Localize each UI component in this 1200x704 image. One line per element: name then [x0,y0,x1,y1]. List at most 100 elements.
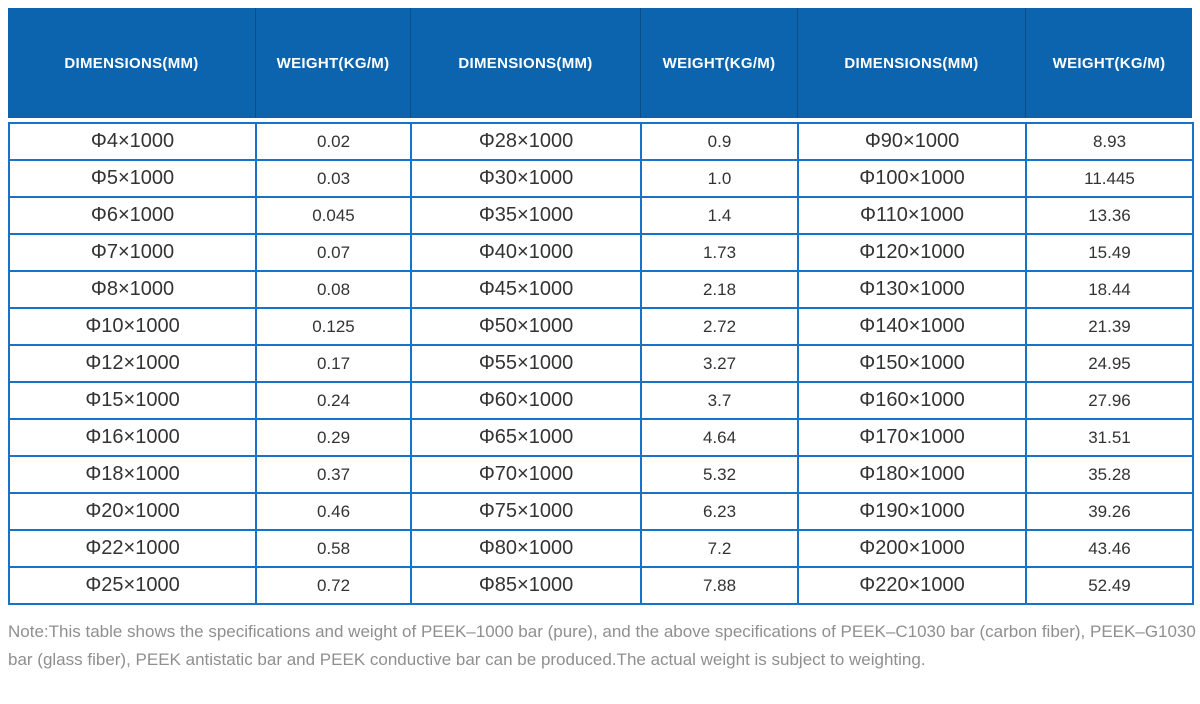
dimension-cell: Φ220×1000 [797,566,1027,605]
dimension-cell: Φ75×1000 [410,492,642,531]
dimension-cell: Φ30×1000 [410,159,642,198]
table-row: Φ4×1000 0.02 Φ28×1000 0.9 Φ90×1000 8.93 [8,122,1194,161]
dimension-cell: Φ120×1000 [797,233,1027,272]
header-weight-2: WEIGHT(KG/M) [640,8,797,118]
dimension-cell: Φ150×1000 [797,344,1027,383]
table-row: Φ12×1000 0.17 Φ55×1000 3.27 Φ150×1000 24.95 [8,344,1194,383]
weight-cell: 1.73 [640,233,799,272]
weight-cell: 7.2 [640,529,799,568]
table-row: Φ10×1000 0.125 Φ50×1000 2.72 Φ140×1000 21.39 [8,307,1194,346]
dimension-cell: Φ16×1000 [8,418,257,457]
dimension-cell: Φ8×1000 [8,270,257,309]
weight-cell: 21.39 [1025,307,1194,346]
weight-cell: 0.08 [255,270,412,309]
weight-cell: 0.58 [255,529,412,568]
weight-cell: 6.23 [640,492,799,531]
table-row: Φ15×1000 0.24 Φ60×1000 3.7 Φ160×1000 27.96 [8,381,1194,420]
dimension-cell: Φ180×1000 [797,455,1027,494]
weight-cell: 0.045 [255,196,412,235]
dimension-cell: Φ65×1000 [410,418,642,457]
table-row: Φ22×1000 0.58 Φ80×1000 7.2 Φ200×1000 43.46 [8,529,1194,568]
table-row: Φ6×1000 0.045 Φ35×1000 1.4 Φ110×1000 13.36 [8,196,1194,235]
dimension-cell: Φ60×1000 [410,381,642,420]
dimension-cell: Φ5×1000 [8,159,257,198]
table-row: Φ8×1000 0.08 Φ45×1000 2.18 Φ130×1000 18.44 [8,270,1194,309]
table-row: Φ20×1000 0.46 Φ75×1000 6.23 Φ190×1000 39.26 [8,492,1194,531]
weight-cell: 7.88 [640,566,799,605]
weight-cell: 18.44 [1025,270,1194,309]
dimension-cell: Φ4×1000 [8,122,257,161]
spec-table-header: DIMENSIONS(MM) WEIGHT(KG/M) DIMENSIONS(M… [8,8,1192,118]
weight-cell: 0.07 [255,233,412,272]
dimension-cell: Φ35×1000 [410,196,642,235]
dimension-cell: Φ15×1000 [8,381,257,420]
dimension-cell: Φ80×1000 [410,529,642,568]
dimension-cell: Φ6×1000 [8,196,257,235]
dimension-cell: Φ110×1000 [797,196,1027,235]
dimension-cell: Φ7×1000 [8,233,257,272]
weight-cell: 39.26 [1025,492,1194,531]
weight-cell: 43.46 [1025,529,1194,568]
weight-cell: 0.03 [255,159,412,198]
table-row: Φ18×1000 0.37 Φ70×1000 5.32 Φ180×1000 35.28 [8,455,1194,494]
weight-cell: 1.0 [640,159,799,198]
dimension-cell: Φ90×1000 [797,122,1027,161]
weight-cell: 8.93 [1025,122,1194,161]
dimension-cell: Φ20×1000 [8,492,257,531]
weight-cell: 0.29 [255,418,412,457]
table-row: Φ7×1000 0.07 Φ40×1000 1.73 Φ120×1000 15.49 [8,233,1194,272]
weight-cell: 5.32 [640,455,799,494]
weight-cell: 0.46 [255,492,412,531]
spec-table-body: Φ4×1000 0.02 Φ28×1000 0.9 Φ90×1000 8.93 Φ5×100… [8,122,1194,605]
dimension-cell: Φ190×1000 [797,492,1027,531]
dimension-cell: Φ45×1000 [410,270,642,309]
weight-cell: 31.51 [1025,418,1194,457]
header-dimensions-1: DIMENSIONS(MM) [64,54,199,72]
weight-cell: 0.02 [255,122,412,161]
table-row: Φ5×1000 0.03 Φ30×1000 1.0 Φ100×1000 11.445 [8,159,1194,198]
dimension-cell: Φ18×1000 [8,455,257,494]
dimension-cell: Φ12×1000 [8,344,257,383]
dimension-cell: Φ55×1000 [410,344,642,383]
dimension-cell: Φ200×1000 [797,529,1027,568]
table-row: Φ25×1000 0.72 Φ85×1000 7.88 Φ220×1000 52.49 [8,566,1194,605]
dimension-cell: Φ40×1000 [410,233,642,272]
dimension-cell: Φ70×1000 [410,455,642,494]
weight-cell: 2.72 [640,307,799,346]
spec-sheet: DIMENSIONS(MM) WEIGHT(KG/M) DIMENSIONS(M… [8,8,1196,669]
weight-cell: 3.7 [640,381,799,420]
weight-cell: 11.445 [1025,159,1194,198]
weight-cell: 15.49 [1025,233,1194,272]
dimension-cell: Φ50×1000 [410,307,642,346]
note-text: Note:This table shows the specifications… [8,622,1196,669]
weight-cell: 13.36 [1025,196,1194,235]
weight-cell: 3.27 [640,344,799,383]
dimension-cell: Φ22×1000 [8,529,257,568]
header-dimensions-2: DIMENSIONS(MM) [410,8,640,118]
dimension-cell: Φ25×1000 [8,566,257,605]
weight-cell: 24.95 [1025,344,1194,383]
weight-cell: 0.17 [255,344,412,383]
dimension-cell: Φ140×1000 [797,307,1027,346]
dimension-cell: Φ130×1000 [797,270,1027,309]
weight-cell: 52.49 [1025,566,1194,605]
weight-cell: 0.37 [255,455,412,494]
dimension-cell: Φ170×1000 [797,418,1027,457]
header-weight-1: WEIGHT(KG/M) [255,8,410,118]
weight-cell: 4.64 [640,418,799,457]
dimension-cell: Φ10×1000 [8,307,257,346]
dimension-cell: Φ160×1000 [797,381,1027,420]
weight-cell: 0.9 [640,122,799,161]
weight-cell: 0.24 [255,381,412,420]
dimension-cell: Φ85×1000 [410,566,642,605]
weight-cell: 35.28 [1025,455,1194,494]
weight-cell: 0.125 [255,307,412,346]
dimension-cell: Φ100×1000 [797,159,1027,198]
header-dimensions-3: DIMENSIONS(MM) [797,8,1025,118]
weight-cell: 27.96 [1025,381,1194,420]
weight-cell: 0.72 [255,566,412,605]
weight-cell: 1.4 [640,196,799,235]
weight-cell: 2.18 [640,270,799,309]
spec-table: Φ4×1000 0.02 Φ28×1000 0.9 Φ90×1000 8.93 Φ5×100… [8,122,1194,605]
table-row: Φ16×1000 0.29 Φ65×1000 4.64 Φ170×1000 31.51 [8,418,1194,457]
